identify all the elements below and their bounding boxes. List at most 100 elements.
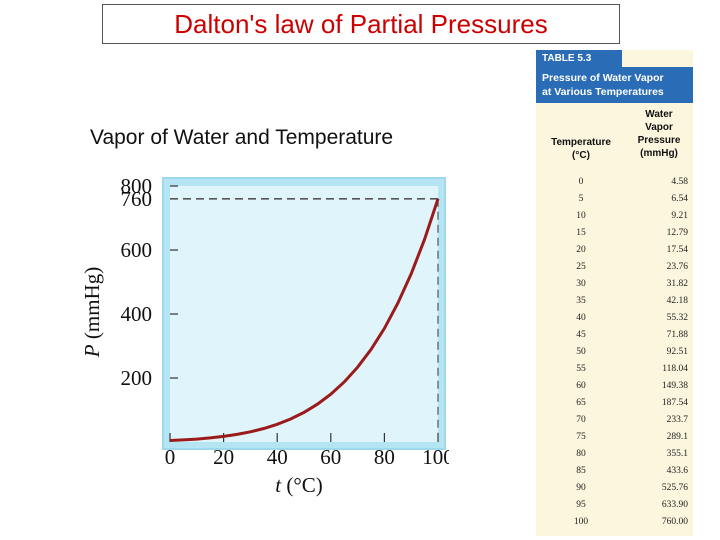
y-tick-label: 600 bbox=[121, 238, 153, 262]
table-cell-temperature: 85 bbox=[576, 466, 586, 476]
y-tick-label: 400 bbox=[121, 302, 153, 326]
table-cell-pressure: 6.54 bbox=[671, 194, 688, 204]
y-tick-label: 760 bbox=[121, 187, 153, 211]
table-cell-temperature: 20 bbox=[576, 245, 586, 255]
y-tick-label: 200 bbox=[121, 366, 153, 390]
table-row: 90 525.76 bbox=[536, 480, 693, 497]
column-header-pressure-line-2: Vapor bbox=[645, 122, 673, 133]
table-cell-temperature: 60 bbox=[576, 381, 586, 391]
column-header-temperature: Temperature (°C) bbox=[538, 136, 624, 162]
table-row: 60 149.38 bbox=[536, 378, 693, 395]
table-cell-pressure: 187.54 bbox=[661, 398, 688, 408]
x-tick-label: 100 bbox=[422, 445, 449, 469]
table-row: 35 42.18 bbox=[536, 293, 693, 310]
y-axis-label-var: P bbox=[80, 344, 104, 358]
table-cell-pressure: 525.76 bbox=[661, 483, 688, 493]
table-cell-temperature: 95 bbox=[576, 500, 586, 510]
table-cell-temperature: 10 bbox=[576, 211, 586, 221]
table-cell-pressure: 433.6 bbox=[666, 466, 688, 476]
column-header-pressure-line-3: Pressure bbox=[637, 135, 681, 146]
table-row: 0 4.58 bbox=[536, 174, 693, 191]
column-header-temperature-line-1: Temperature bbox=[551, 137, 611, 148]
table-cell-pressure: 23.76 bbox=[666, 262, 688, 272]
plot-area bbox=[170, 186, 438, 442]
table-row: 65 187.54 bbox=[536, 395, 693, 412]
table-row: 40 55.32 bbox=[536, 310, 693, 327]
column-header-temperature-line-2: (°C) bbox=[572, 150, 590, 161]
table-row: 95 633.90 bbox=[536, 497, 693, 514]
table-cell-temperature: 35 bbox=[576, 296, 586, 306]
table-body: 0 4.58 5 6.54 10 9.21 15 12.79 20 17.54 25 23.76 30 3… bbox=[536, 174, 693, 531]
table-cell-pressure: 149.38 bbox=[661, 381, 688, 391]
x-axis-label-var: t bbox=[275, 473, 282, 497]
table-row: 10 9.21 bbox=[536, 208, 693, 225]
table-cell-pressure: 31.82 bbox=[666, 279, 688, 289]
table-row: 85 433.6 bbox=[536, 463, 693, 480]
table-cell-pressure: 633.90 bbox=[661, 500, 688, 510]
table-cell-temperature: 30 bbox=[576, 279, 586, 289]
table-row: 75 289.1 bbox=[536, 429, 693, 446]
table-cell-temperature: 65 bbox=[576, 398, 586, 408]
table-cell-pressure: 355.1 bbox=[666, 449, 688, 459]
table-cell-temperature: 50 bbox=[576, 347, 586, 357]
x-ticks: 0 20 40 60 80 100 bbox=[165, 433, 449, 469]
y-axis-label-unit: (mmHg) bbox=[80, 267, 104, 345]
table-cell-temperature: 15 bbox=[576, 228, 586, 238]
table-cell-pressure: 71.88 bbox=[666, 330, 688, 340]
table-cell-temperature: 75 bbox=[576, 432, 586, 442]
table-row: 70 233.7 bbox=[536, 412, 693, 429]
table-cell-pressure: 9.21 bbox=[671, 211, 688, 221]
x-tick-label: 0 bbox=[165, 445, 176, 469]
table-cell-temperature: 25 bbox=[576, 262, 586, 272]
y-tick-label: 800 bbox=[121, 174, 153, 198]
table-cell-temperature: 100 bbox=[573, 517, 589, 527]
table-row: 20 17.54 bbox=[536, 242, 693, 259]
table-cell-pressure: 17.54 bbox=[666, 245, 688, 255]
table-caption: Pressure of Water Vapor at Various Tempe… bbox=[536, 67, 693, 103]
table-cell-pressure: 92.51 bbox=[666, 347, 688, 357]
table-row: 30 31.82 bbox=[536, 276, 693, 293]
table-cell-pressure: 4.58 bbox=[671, 177, 688, 187]
column-header-pressure-line-4: (mmHg) bbox=[640, 148, 678, 159]
table-row: 15 12.79 bbox=[536, 225, 693, 242]
table-cell-pressure: 118.04 bbox=[662, 364, 688, 374]
table-row: 80 355.1 bbox=[536, 446, 693, 463]
x-tick-label: 40 bbox=[267, 445, 288, 469]
chart-subtitle: Vapor of Water and Temperature bbox=[90, 126, 394, 149]
vapor-pressure-curve bbox=[169, 198, 440, 442]
table-row: 100 760.00 bbox=[536, 514, 693, 531]
column-header-pressure-line-1: Water bbox=[645, 109, 673, 120]
x-axis-label: t (°C) bbox=[275, 473, 323, 497]
table-cell-temperature: 80 bbox=[576, 449, 586, 459]
table-cell-temperature: 90 bbox=[576, 483, 586, 493]
table-cell-temperature: 55 bbox=[576, 364, 586, 374]
y-axis-label: P (mmHg) bbox=[80, 267, 104, 358]
x-axis-label-unit: (°C) bbox=[281, 473, 323, 497]
table-row: 45 71.88 bbox=[536, 327, 693, 344]
table-cell-temperature: 5 bbox=[578, 194, 584, 204]
title-box: Dalton's law of Partial Pressures bbox=[102, 4, 620, 44]
table-cell-temperature: 70 bbox=[576, 415, 586, 425]
table-row: 25 23.76 bbox=[536, 259, 693, 276]
table-cell-pressure: 289.1 bbox=[666, 432, 688, 442]
table-cell-pressure: 42.18 bbox=[666, 296, 688, 306]
x-tick-label: 20 bbox=[213, 445, 234, 469]
table-row: 5 6.54 bbox=[536, 191, 693, 208]
table-cell-pressure: 233.7 bbox=[666, 415, 688, 425]
page-title: Dalton's law of Partial Pressures bbox=[174, 8, 548, 39]
table-cell-pressure: 55.32 bbox=[666, 313, 688, 323]
x-tick-label: 60 bbox=[320, 445, 341, 469]
vapor-pressure-table: TABLE 5.3 Pressure of Water Vapor at Var… bbox=[536, 50, 693, 536]
x-tick-label: 80 bbox=[374, 445, 395, 469]
table-cell-temperature: 45 bbox=[576, 330, 586, 340]
table-row: 50 92.51 bbox=[536, 344, 693, 361]
table-cell-temperature: 40 bbox=[576, 313, 586, 323]
table-row: 55 118.04 bbox=[536, 361, 693, 378]
table-cell-pressure: 760.00 bbox=[661, 517, 688, 527]
table-cell-temperature: 0 bbox=[578, 177, 584, 187]
table-caption-line-2: at Various Temperatures bbox=[542, 86, 664, 98]
column-header-pressure: Water Vapor Pressure (mmHg) bbox=[628, 108, 690, 160]
table-label: TABLE 5.3 bbox=[536, 50, 622, 67]
